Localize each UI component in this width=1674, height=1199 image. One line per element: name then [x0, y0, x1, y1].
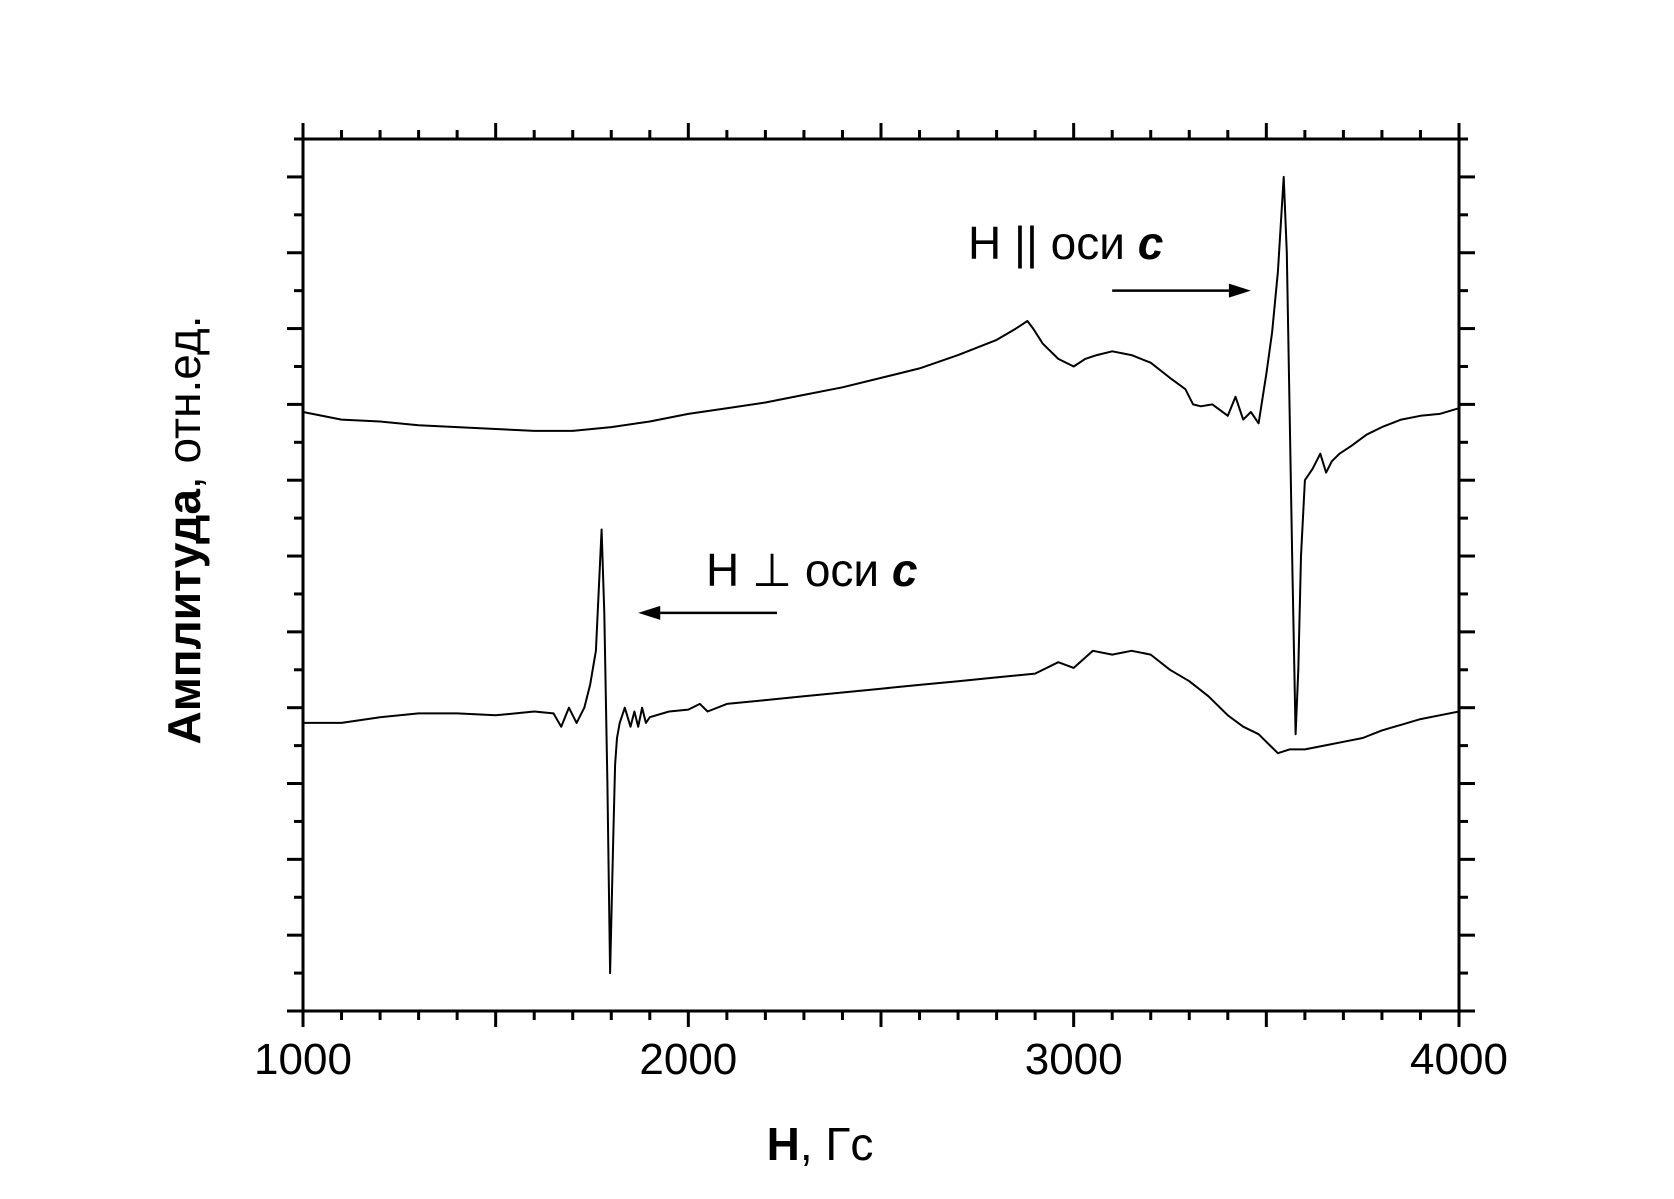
- series-line-parallel: [302, 175, 1460, 736]
- annotation-arrows: [638, 283, 1251, 620]
- traces: [302, 175, 1460, 975]
- x-tick-label: 4000: [1410, 1035, 1508, 1084]
- plot-frame: [301, 137, 1461, 1013]
- y-axis-title-unit: , отн.ед.: [158, 315, 210, 489]
- annotation-parallel-text: H || оси: [968, 217, 1138, 269]
- x-axis-title: H, Гс: [767, 1118, 874, 1170]
- series-line-perpendicular: [303, 528, 1460, 975]
- annotation-perpendicular-axis: c: [892, 544, 918, 596]
- annotation-arrow-head: [638, 605, 661, 620]
- x-tick-label: 3000: [1025, 1035, 1123, 1084]
- annotation-parallel-axis: c: [1138, 217, 1164, 269]
- x-axis-title-unit: , Гс: [800, 1118, 873, 1170]
- annotation-perpendicular-text: H ⊥ оси: [706, 544, 892, 596]
- annotation-perpendicular: H ⊥ оси c: [706, 544, 918, 596]
- x-tick-label: 1000: [254, 1035, 352, 1084]
- x-axis-title-symbol: H: [767, 1118, 800, 1170]
- annotation-parallel: H || оси c: [968, 217, 1163, 269]
- annotation-arrow-head: [1228, 283, 1251, 298]
- y-axis-title-main: Амплитуда: [158, 489, 210, 745]
- y-axis-title: Амплитуда, отн.ед.: [158, 315, 210, 744]
- x-tick-label: 2000: [639, 1035, 737, 1084]
- x-tick-labels: 1000 2000 3000 4000: [254, 1035, 1508, 1084]
- axis-ticks: [287, 123, 1475, 1027]
